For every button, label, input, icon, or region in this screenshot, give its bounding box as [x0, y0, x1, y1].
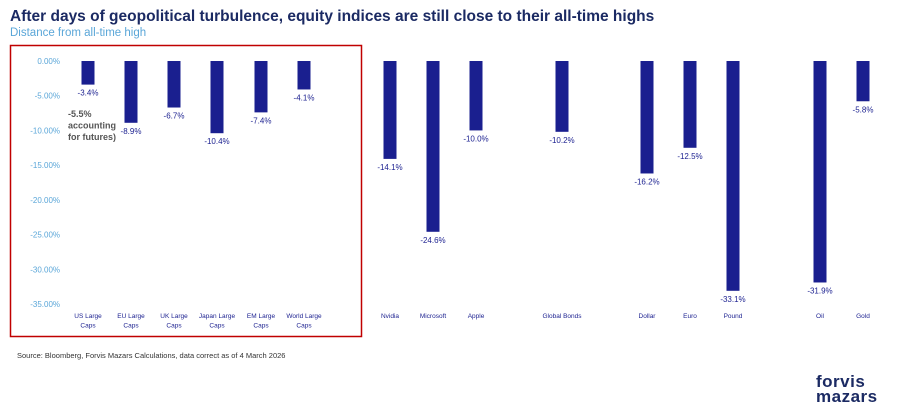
- x-tick-label: Euro: [683, 313, 697, 320]
- annotation-text: -5.5%: [68, 109, 92, 119]
- x-tick-label: US Large: [74, 313, 102, 320]
- chart-title: After days of geopolitical turbulence, e…: [10, 8, 655, 25]
- annotation-text: for futures): [68, 132, 116, 142]
- bar: [726, 61, 740, 291]
- y-tick-label: -10.00%: [30, 126, 60, 135]
- bar: [167, 61, 181, 108]
- data-label: -6.7%: [164, 112, 185, 121]
- x-tick-label: World Large: [286, 313, 322, 320]
- bar: [813, 61, 827, 283]
- bar: [856, 61, 870, 102]
- x-tick-label: Caps: [209, 323, 225, 330]
- brand-logo: forvis mazars: [816, 372, 878, 406]
- y-tick-label: -15.00%: [30, 161, 60, 170]
- highlight-box: [9, 44, 363, 338]
- y-tick-label: -5.00%: [35, 92, 60, 101]
- chart-subtitle: Distance from all-time high: [10, 27, 147, 39]
- x-tick-label: Microsoft: [420, 313, 447, 320]
- bar: [81, 61, 95, 85]
- x-tick-label: Global Bonds: [542, 313, 582, 320]
- data-label: -8.9%: [121, 127, 142, 136]
- y-tick-label: -35.00%: [30, 300, 60, 309]
- x-tick-label: Gold: [856, 313, 870, 320]
- x-tick-label: UK Large: [160, 313, 188, 320]
- data-label: -16.2%: [634, 177, 659, 186]
- bar: [683, 61, 697, 148]
- data-label: -10.4%: [204, 137, 229, 146]
- x-tick-label: Oil: [816, 313, 825, 320]
- bar: [254, 61, 268, 113]
- x-tick-label: Caps: [80, 323, 96, 330]
- x-tick-label: Nvidia: [381, 313, 399, 320]
- x-tick-label: EU Large: [117, 313, 145, 320]
- bar: [383, 61, 397, 159]
- data-label: -10.0%: [463, 134, 488, 143]
- y-tick-label: -25.00%: [30, 231, 60, 240]
- y-tick-label: -20.00%: [30, 196, 60, 205]
- logo-line-2: mazars: [816, 387, 878, 406]
- x-tick-label: Caps: [166, 323, 182, 330]
- data-label: -31.9%: [807, 286, 832, 295]
- x-tick-label: Japan Large: [199, 313, 236, 320]
- y-tick-label: -30.00%: [30, 265, 60, 274]
- data-label: -5.8%: [853, 105, 874, 114]
- annotation-text: accounting: [68, 121, 116, 131]
- bar: [555, 61, 569, 132]
- data-label: -33.1%: [720, 295, 745, 304]
- bar: [124, 61, 138, 123]
- bar: [469, 61, 483, 131]
- data-label: -7.4%: [251, 116, 272, 125]
- bar: [426, 61, 440, 232]
- data-label: -14.1%: [377, 163, 402, 172]
- x-tick-label: Dollar: [639, 313, 657, 320]
- x-tick-label: Caps: [296, 323, 312, 330]
- bar: [640, 61, 654, 174]
- x-tick-label: EM Large: [247, 313, 276, 320]
- data-label: -3.4%: [78, 89, 99, 98]
- x-tick-label: Apple: [468, 313, 485, 320]
- bar: [297, 61, 311, 90]
- x-tick-label: Caps: [253, 323, 269, 330]
- data-label: -12.5%: [677, 152, 702, 161]
- source-note: Source: Bloomberg, Forvis Mazars Calcula…: [17, 351, 286, 360]
- logo-line-1: forvis: [816, 372, 866, 391]
- data-label: -24.6%: [420, 236, 445, 245]
- data-label: -10.2%: [549, 136, 574, 145]
- bar: [210, 61, 224, 134]
- x-tick-label: Caps: [123, 323, 139, 330]
- y-tick-label: 0.00%: [37, 57, 60, 66]
- data-label: -4.1%: [294, 93, 315, 102]
- x-tick-label: Pound: [724, 313, 743, 320]
